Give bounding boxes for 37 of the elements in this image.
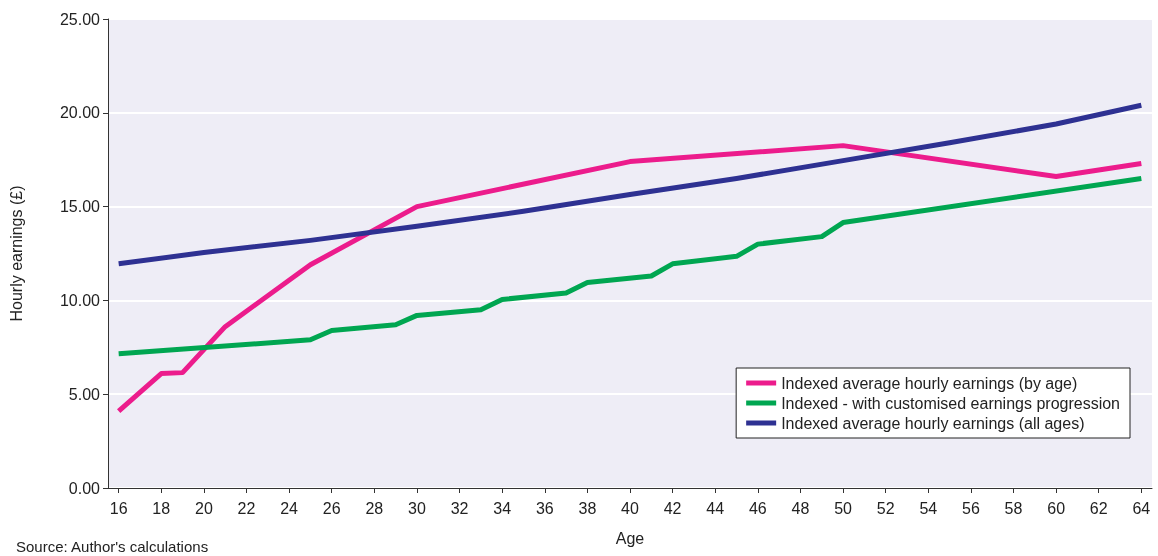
x-axis-title: Age bbox=[615, 529, 645, 547]
x-tick-label: 46 bbox=[748, 499, 767, 517]
x-tick-label: 60 bbox=[1047, 499, 1066, 517]
x-tick-label: 64 bbox=[1132, 499, 1151, 517]
y-tick-label: 15.00 bbox=[59, 198, 101, 216]
x-tick-label: 20 bbox=[194, 499, 213, 517]
x-tick-label: 24 bbox=[280, 499, 299, 517]
y-tick-label: 10.00 bbox=[59, 291, 101, 309]
y-axis-title: Hourly earnings (£) bbox=[7, 185, 25, 322]
x-tick-label: 32 bbox=[450, 499, 469, 517]
x-tick-label: 48 bbox=[791, 499, 810, 517]
x-tick-label: 18 bbox=[152, 499, 171, 517]
x-tick-label: 44 bbox=[706, 499, 725, 517]
x-tick-label: 22 bbox=[237, 499, 256, 517]
x-tick-label: 52 bbox=[876, 499, 895, 517]
x-tick-label: 42 bbox=[663, 499, 682, 517]
x-tick-label: 30 bbox=[408, 499, 426, 517]
y-tick-label: 0.00 bbox=[68, 479, 101, 497]
x-tick-label: 56 bbox=[962, 499, 980, 517]
x-tick-label: 26 bbox=[322, 499, 341, 517]
x-tick-label: 28 bbox=[365, 499, 384, 517]
legend-label: Indexed - with customised earnings progression bbox=[781, 394, 1120, 412]
x-tick-label: 54 bbox=[919, 499, 938, 517]
x-tick-label: 16 bbox=[109, 499, 128, 517]
legend-label: Indexed average hourly earnings (all ages) bbox=[781, 414, 1085, 432]
x-tick-label: 36 bbox=[535, 499, 554, 517]
y-tick-label: 20.00 bbox=[59, 104, 101, 122]
x-tick-label: 40 bbox=[621, 499, 639, 517]
legend-label: Indexed average hourly earnings (by age) bbox=[781, 374, 1078, 392]
x-tick-label: 62 bbox=[1089, 499, 1108, 517]
x-tick-label: 58 bbox=[1004, 499, 1023, 517]
x-tick-label: 38 bbox=[578, 499, 597, 517]
source-note: Source: Author's calculations bbox=[16, 538, 209, 555]
y-tick-label: 5.00 bbox=[68, 385, 101, 403]
y-tick-label: 25.00 bbox=[59, 10, 101, 28]
x-tick-label: 50 bbox=[834, 499, 853, 517]
x-tick-label: 34 bbox=[493, 499, 512, 517]
